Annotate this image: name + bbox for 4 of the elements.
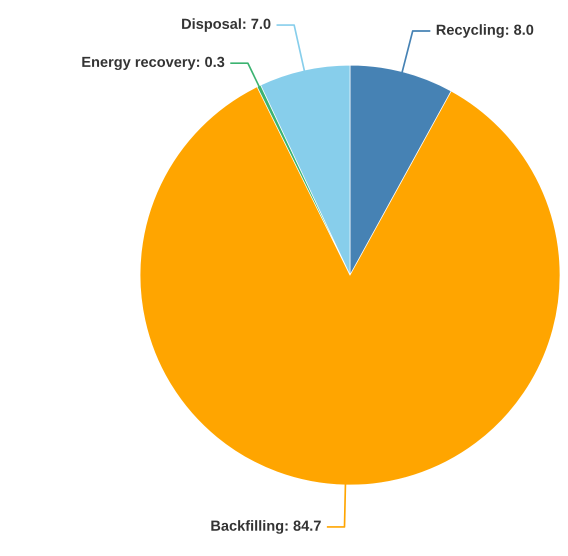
slice-label: Backfilling: 84.7 [211, 520, 321, 534]
slice-label: Recycling: 8.0 [436, 24, 534, 38]
slice-label: Energy recovery: 0.3 [82, 56, 224, 70]
slice-label: Disposal: 7.0 [182, 18, 270, 32]
